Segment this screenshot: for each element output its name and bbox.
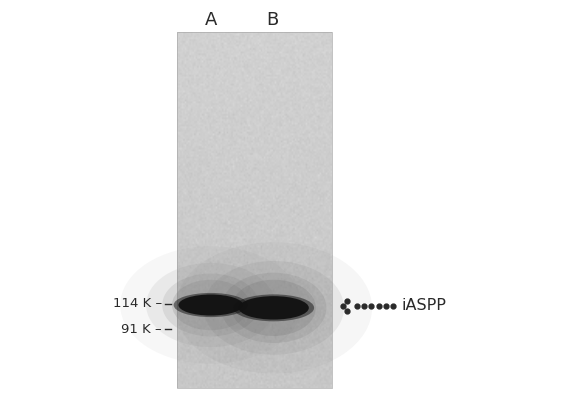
Ellipse shape [232, 280, 316, 336]
Ellipse shape [174, 293, 248, 317]
Text: 114 K –: 114 K – [113, 297, 162, 310]
Ellipse shape [162, 274, 259, 337]
Ellipse shape [233, 295, 314, 321]
Bar [177, 32, 332, 388]
Text: iASPP: iASPP [402, 298, 447, 314]
Text: A: A [205, 11, 217, 29]
Ellipse shape [172, 280, 250, 330]
Ellipse shape [203, 261, 344, 355]
Ellipse shape [179, 295, 243, 316]
Ellipse shape [238, 296, 309, 320]
Text: 91 K –: 91 K – [121, 323, 162, 336]
Ellipse shape [221, 273, 327, 343]
Ellipse shape [120, 246, 301, 364]
Ellipse shape [175, 242, 372, 373]
Ellipse shape [146, 263, 275, 347]
Text: B: B [266, 11, 279, 29]
